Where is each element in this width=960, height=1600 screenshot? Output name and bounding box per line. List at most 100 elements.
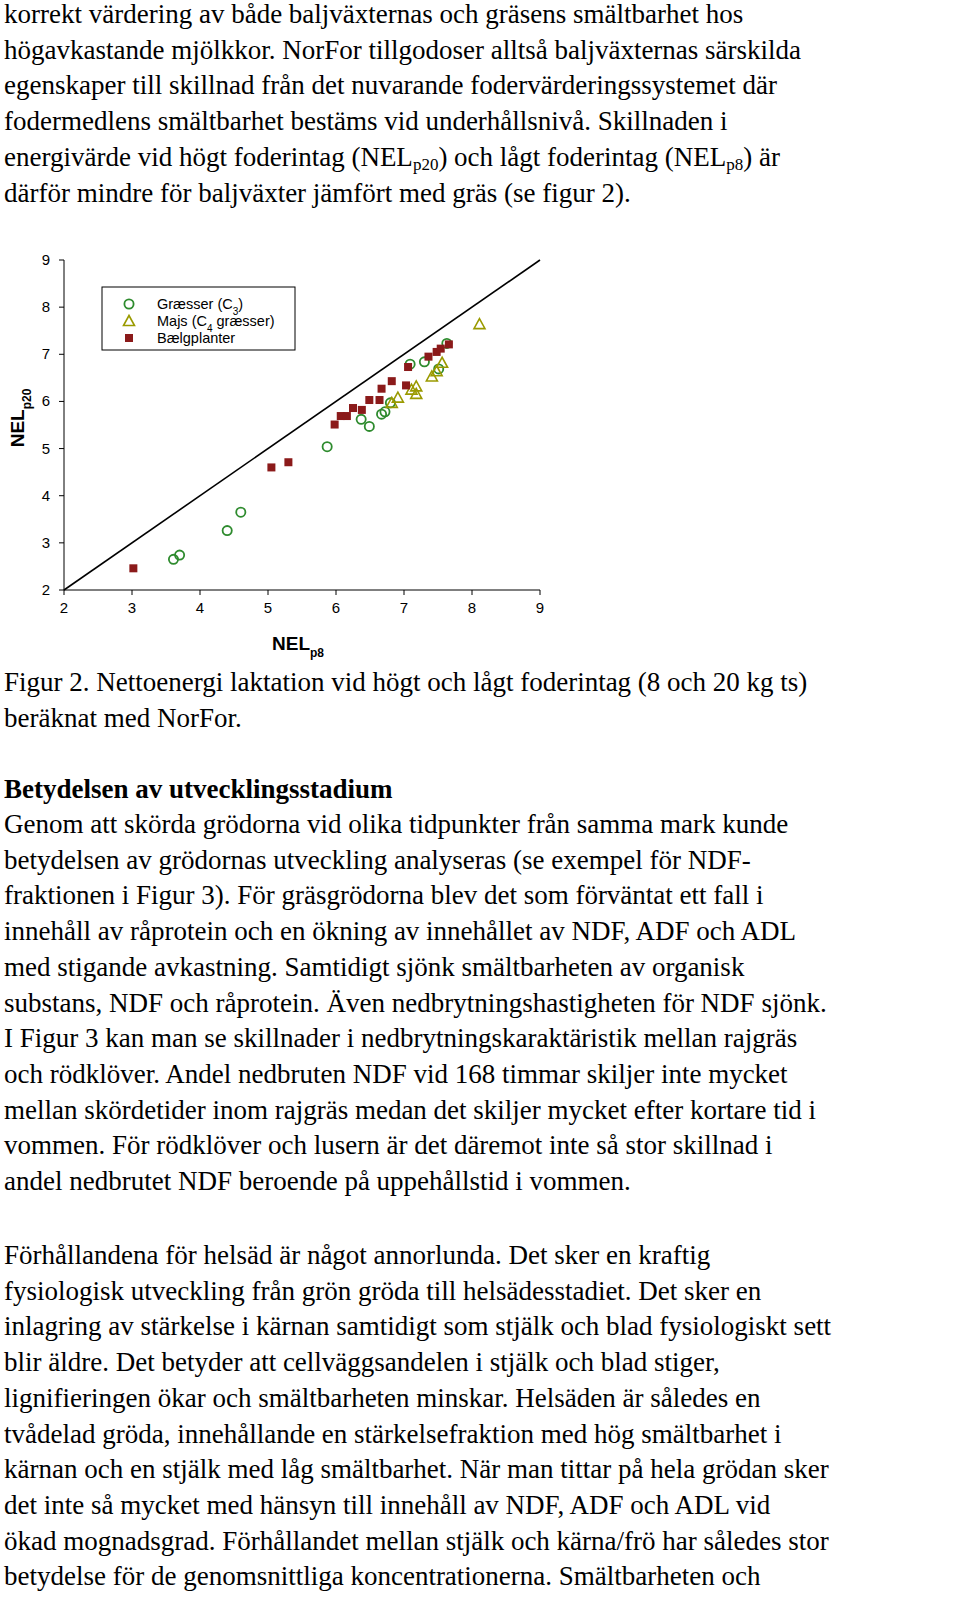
y-tick-label: 4: [42, 487, 50, 504]
x-tick-label: 2: [60, 599, 68, 616]
legend-label: Bælgplanter: [157, 330, 235, 346]
y-tick: [59, 495, 64, 496]
data-point: [388, 377, 396, 385]
chart: 2 3 4 5 6 7 8 9 2 3 4 5 6 7 8 9 NELp8 NELp20 Græsser (C3)M…: [0, 0, 960, 1600]
y-tick-label: 7: [42, 345, 50, 362]
x-tick-label: 7: [400, 599, 408, 616]
text-line: vommen. För rödklöver och lusern är det …: [4, 1127, 773, 1163]
text-line: tvådelad gröda, innehållande en stärkels…: [4, 1416, 781, 1452]
data-point: [437, 345, 445, 353]
data-point: [284, 458, 292, 466]
x-tick: [540, 590, 541, 595]
data-point: [404, 363, 412, 371]
data-point: [267, 463, 275, 471]
data-point: [357, 415, 366, 424]
x-axis: [64, 590, 540, 591]
text-line: högavkastande mjölkkor. NorFor tillgodos…: [4, 32, 801, 68]
text-line: mellan skördetider inom rajgräs medan de…: [4, 1092, 816, 1128]
data-point: [445, 340, 453, 348]
data-point: [236, 508, 245, 517]
text-line: substans, NDF och råprotein. Även nedbry…: [4, 985, 827, 1021]
y-tick-label: 3: [42, 534, 50, 551]
data-point: [349, 404, 357, 412]
data-point: [358, 406, 366, 414]
data-point: [365, 422, 374, 431]
data-point: [343, 412, 351, 420]
x-tick-label: 4: [196, 599, 204, 616]
legend-box: [102, 287, 295, 350]
y-tick: [59, 354, 64, 355]
text-line: korrekt värdering av både baljväxternas …: [4, 0, 743, 32]
y-axis-label: NELp20: [7, 388, 34, 447]
y-tick-label: 2: [42, 581, 50, 598]
y-tick: [59, 307, 64, 308]
x-tick-label: 8: [468, 599, 476, 616]
text-line: det inte så mycket med hänsyn till inneh…: [4, 1487, 770, 1523]
data-point: [474, 319, 485, 329]
y-tick: [59, 448, 64, 449]
data-point: [402, 381, 410, 389]
x-tick-label: 9: [536, 599, 544, 616]
text-line: ökad mognadsgrad. Förhållandet mellan st…: [4, 1523, 829, 1559]
data-point: [223, 526, 232, 535]
text-line: betydelsen av grödornas utveckling analy…: [4, 842, 751, 878]
text-line: energivärde vid högt foderintag (NELp20)…: [4, 139, 780, 175]
y-tick: [59, 401, 64, 402]
y-tick: [59, 590, 64, 591]
y-axis: [64, 260, 65, 590]
x-tick: [200, 590, 201, 595]
x-tick: [336, 590, 337, 595]
reference-line: [64, 260, 540, 590]
x-tick-label: 3: [128, 599, 136, 616]
text-line: fodermedlens smältbarhet bestäms vid und…: [4, 103, 728, 139]
data-point: [331, 421, 339, 429]
data-point: [426, 371, 437, 381]
x-tick: [268, 590, 269, 595]
text-line: kärnan och en stjälk med låg smältbarhet…: [4, 1451, 829, 1487]
text-line: med stigande avkastning. Samtidigt sjönk…: [4, 949, 744, 985]
y-tick-label: 9: [42, 251, 50, 268]
y-tick-label: 8: [42, 298, 50, 315]
text-line: inlagring av stärkelse i kärnan samtidig…: [4, 1308, 831, 1344]
x-tick: [404, 590, 405, 595]
x-tick: [64, 590, 65, 595]
legend-marker: [124, 299, 133, 308]
legend: Græsser (C3)Majs (C4 græsser)Bælgplanter: [102, 287, 295, 350]
text-line: fraktionen i Figur 3). För gräsgrödorna …: [4, 877, 764, 913]
text-line: innehåll av råprotein och en ökning av i…: [4, 913, 796, 949]
text-line: I Figur 3 kan man se skillnader i nedbry…: [4, 1020, 797, 1056]
data-point: [365, 396, 373, 404]
data-point: [376, 396, 384, 404]
y-tick-label: 5: [42, 440, 50, 457]
caption-line: beräknat med NorFor.: [4, 700, 242, 736]
plot-area: [64, 260, 540, 590]
data-point: [175, 551, 184, 560]
text-line: fysiologisk utveckling från grön gröda t…: [4, 1273, 761, 1309]
y-tick-label: 6: [42, 392, 50, 409]
x-axis-label: NELp8: [272, 633, 324, 660]
text-line: lignifieringen ökar och smältbarheten mi…: [4, 1380, 761, 1416]
data-point: [424, 353, 432, 361]
data-point: [380, 407, 389, 416]
data-point: [378, 385, 386, 393]
legend-marker: [125, 334, 133, 342]
text-line: och rödklöver. Andel nedbruten NDF vid 1…: [4, 1056, 788, 1092]
caption-line: Figur 2. Nettoenergi laktation vid högt …: [4, 664, 807, 700]
section-heading: Betydelsen av utvecklingsstadium: [4, 771, 393, 807]
data-point: [437, 357, 448, 367]
text-line: blir äldre. Det betyder att cellväggsand…: [4, 1344, 720, 1380]
legend-marker: [124, 316, 135, 326]
text-line: andel nedbrutet NDF beroende på uppehåll…: [4, 1163, 631, 1199]
data-point: [129, 564, 137, 572]
text-line: Genom att skörda grödorna vid olika tidp…: [4, 806, 788, 842]
x-tick-label: 6: [332, 599, 340, 616]
x-tick-label: 5: [264, 599, 272, 616]
data-point: [411, 388, 422, 398]
y-tick: [59, 542, 64, 543]
x-tick: [132, 590, 133, 595]
text-line: Förhållandena för helsäd är något annorl…: [4, 1237, 710, 1273]
text-line: egenskaper till skillnad från det nuvara…: [4, 67, 777, 103]
text-line: betydelse för de genomsnittliga koncentr…: [4, 1558, 761, 1594]
data-point: [323, 442, 332, 451]
x-tick: [472, 590, 473, 595]
